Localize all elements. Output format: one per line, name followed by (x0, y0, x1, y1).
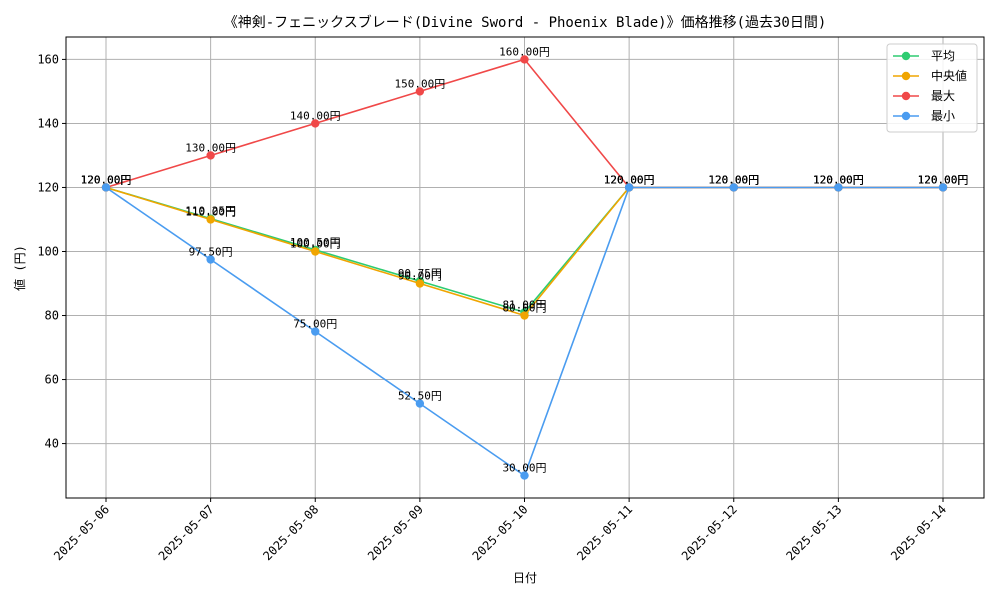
x-tick-label: 2025-05-11 (574, 502, 635, 563)
grid (66, 37, 984, 498)
x-tick-label: 2025-05-06 (51, 502, 112, 563)
legend-marker (901, 71, 911, 81)
data-point (311, 119, 320, 128)
data-point (415, 87, 425, 96)
data-label: 100.00円 (290, 237, 341, 250)
data-point (938, 183, 948, 192)
data-label: 130.00円 (185, 141, 236, 154)
data-label: 52.50円 (398, 390, 442, 403)
data-label: 120.00円 (918, 173, 969, 186)
legend-item: 最小 (893, 109, 955, 123)
x-tick-label: 2025-05-07 (156, 502, 217, 563)
data-point (311, 327, 320, 336)
x-tick-label: 2025-05-12 (679, 502, 740, 563)
data-label: 81.00円 (502, 298, 546, 311)
y-axis-label: 値 (円) (12, 245, 27, 291)
legend-item: 最大 (893, 89, 955, 103)
data-point (415, 399, 425, 408)
legend-marker (901, 111, 911, 121)
legend-item: 中央値 (893, 68, 967, 83)
data-label: 120.00円 (604, 173, 655, 186)
legend-marker (901, 51, 911, 61)
data-label: 120.00円 (918, 173, 969, 186)
data-point (311, 247, 320, 256)
data-label: 120.00円 (918, 173, 969, 186)
data-point (729, 183, 738, 192)
legend-box (886, 43, 978, 133)
data-point (206, 255, 215, 264)
data-label: 120.00円 (604, 173, 655, 186)
x-axis-label: 日付 (513, 571, 537, 585)
data-label: 150.00円 (395, 77, 446, 90)
data-label: 120.00円 (813, 173, 864, 186)
data-label: 160.00円 (499, 45, 550, 58)
data-label: 120.00円 (708, 173, 759, 186)
legend-label: 最大 (931, 89, 955, 103)
data-label: 80.00円 (502, 302, 546, 315)
y-tick-label: 100 (37, 244, 59, 258)
data-label: 120.00円 (813, 173, 864, 186)
data-point (520, 55, 529, 64)
data-label: 90.75円 (398, 267, 442, 280)
series-layer (101, 55, 948, 480)
x-tick-label: 2025-05-13 (784, 502, 845, 563)
x-tick-label: 2025-05-14 (888, 502, 949, 563)
data-label: 120.00円 (81, 173, 132, 186)
x-tick-label: 2025-05-10 (470, 502, 531, 563)
data-point (101, 183, 111, 192)
data-label: 120.00円 (81, 173, 132, 186)
chart-title: 《神剣-フェニックスブレード(Divine Sword - Phoenix Bl… (224, 14, 827, 31)
data-label: 120.00円 (708, 173, 759, 186)
y-tick-label: 160 (37, 52, 59, 66)
y-tick-label: 40 (45, 437, 59, 451)
data-point (206, 215, 215, 224)
y-tick-label: 140 (37, 116, 59, 130)
data-point (520, 311, 529, 320)
y-tick-label: 120 (37, 180, 59, 194)
data-label: 120.00円 (708, 173, 759, 186)
data-label: 120.00円 (81, 173, 132, 186)
data-label: 100.50円 (290, 236, 341, 249)
data-point (520, 471, 529, 480)
data-label: 110.00円 (185, 205, 236, 218)
x-tick-label: 2025-05-08 (260, 502, 321, 563)
data-label: 120.00円 (708, 173, 759, 186)
data-point (415, 279, 425, 288)
legend-item: 平均 (893, 49, 955, 63)
data-label: 110.25円 (185, 205, 236, 218)
y-tick-label: 80 (45, 309, 59, 323)
y-tick-label: 60 (45, 373, 59, 387)
data-label: 75.00円 (293, 318, 337, 331)
data-label: 120.00円 (813, 173, 864, 186)
data-point (206, 151, 215, 160)
legend-label: 最小 (931, 109, 955, 123)
data-label: 120.00円 (604, 173, 655, 186)
data-label: 97.50円 (189, 245, 233, 258)
legend-marker (901, 91, 911, 101)
data-label: 120.00円 (604, 173, 655, 186)
data-point (624, 183, 634, 192)
data-labels: 120.00円 110.25円 100.50円 90.75円 81.00円 120.00円… (81, 45, 969, 474)
series-4 (101, 183, 948, 480)
axis-ticks: 2025-05-06 2025-05-07 2025-05-08 2025-05-09… (37, 52, 949, 563)
data-label: 30.00円 (502, 462, 546, 475)
data-label: 120.00円 (81, 173, 132, 186)
legend-label: 平均 (931, 49, 955, 63)
data-label: 140.00円 (290, 109, 341, 122)
data-point (834, 183, 843, 192)
legend-label: 中央値 (931, 68, 967, 83)
x-tick-label: 2025-05-09 (365, 502, 426, 563)
data-label: 120.00円 (918, 173, 969, 186)
data-label: 120.00円 (813, 173, 864, 186)
data-label: 90.00円 (398, 270, 442, 283)
